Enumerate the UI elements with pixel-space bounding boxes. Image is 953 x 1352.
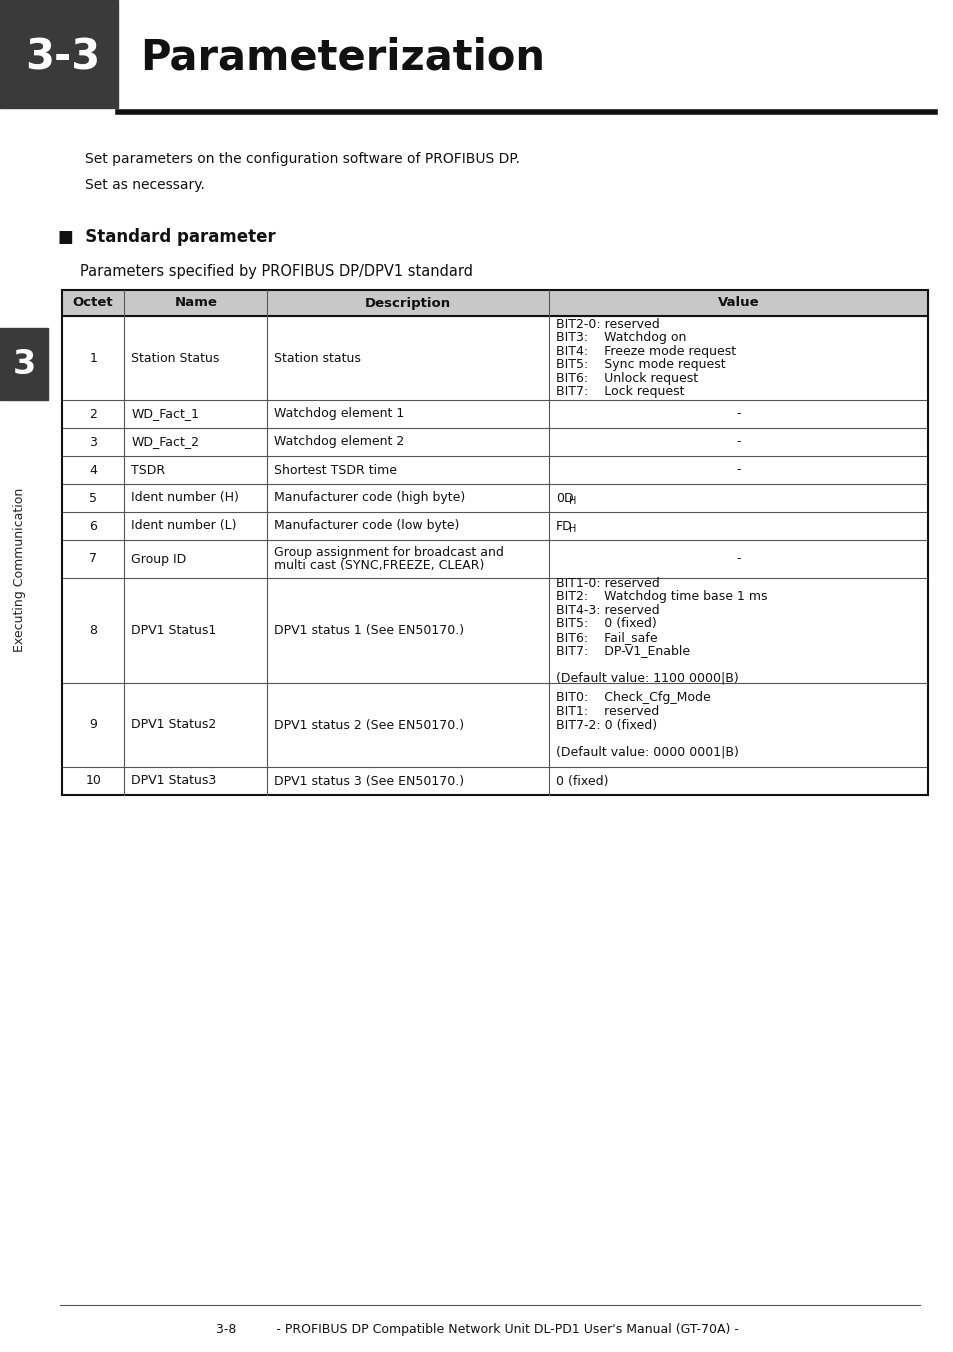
Text: -: - xyxy=(736,407,740,420)
Text: Set as necessary.: Set as necessary. xyxy=(85,178,205,192)
Text: Shortest TSDR time: Shortest TSDR time xyxy=(274,464,396,476)
Text: H: H xyxy=(568,525,576,534)
Text: DPV1 status 1 (See EN50170.): DPV1 status 1 (See EN50170.) xyxy=(274,625,464,637)
Text: 10: 10 xyxy=(85,775,101,787)
Text: BIT7-2: 0 (fixed): BIT7-2: 0 (fixed) xyxy=(555,718,656,731)
Text: TSDR: TSDR xyxy=(132,464,165,476)
Text: Station status: Station status xyxy=(274,352,361,365)
Text: BIT6:    Unlock request: BIT6: Unlock request xyxy=(555,372,697,385)
Text: Description: Description xyxy=(364,296,451,310)
Text: 1: 1 xyxy=(90,352,97,365)
Text: BIT0:    Check_Cfg_Mode: BIT0: Check_Cfg_Mode xyxy=(555,691,710,704)
Bar xyxy=(62,289,927,316)
Text: 2: 2 xyxy=(90,407,97,420)
Text: 0D: 0D xyxy=(555,492,573,504)
Text: 3-3: 3-3 xyxy=(26,37,100,78)
Text: Parameterization: Parameterization xyxy=(140,37,544,78)
Text: Octet: Octet xyxy=(72,296,113,310)
Text: 9: 9 xyxy=(90,718,97,731)
Text: multi cast (SYNC,FREEZE, CLEAR): multi cast (SYNC,FREEZE, CLEAR) xyxy=(274,560,484,572)
Text: DPV1 Status2: DPV1 Status2 xyxy=(132,718,216,731)
Text: Station Status: Station Status xyxy=(132,352,219,365)
Text: DPV1 status 2 (See EN50170.): DPV1 status 2 (See EN50170.) xyxy=(274,718,464,731)
Text: 6: 6 xyxy=(90,519,97,533)
Text: BIT2:    Watchdog time base 1 ms: BIT2: Watchdog time base 1 ms xyxy=(555,591,766,603)
Text: Value: Value xyxy=(717,296,759,310)
Text: -: - xyxy=(736,464,740,476)
Text: Set parameters on the configuration software of PROFIBUS DP.: Set parameters on the configuration soft… xyxy=(85,151,519,166)
Text: Ident number (H): Ident number (H) xyxy=(132,492,239,504)
Text: 7: 7 xyxy=(89,553,97,565)
Text: WD_Fact_1: WD_Fact_1 xyxy=(132,407,199,420)
Text: WD_Fact_2: WD_Fact_2 xyxy=(132,435,199,449)
Text: ■  Standard parameter: ■ Standard parameter xyxy=(58,228,275,246)
Text: Watchdog element 2: Watchdog element 2 xyxy=(274,435,404,449)
Text: (Default value: 0000 0001|B): (Default value: 0000 0001|B) xyxy=(555,745,738,758)
Text: 0 (fixed): 0 (fixed) xyxy=(555,775,608,787)
Text: BIT6:    Fail_safe: BIT6: Fail_safe xyxy=(555,631,657,644)
Text: BIT7:    DP-V1_Enable: BIT7: DP-V1_Enable xyxy=(555,645,689,657)
Text: Manufacturer code (high byte): Manufacturer code (high byte) xyxy=(274,492,465,504)
Text: -: - xyxy=(736,435,740,449)
Text: Group assignment for broadcast and: Group assignment for broadcast and xyxy=(274,546,503,558)
Text: BIT1:    reserved: BIT1: reserved xyxy=(555,704,659,718)
Text: BIT1-0: reserved: BIT1-0: reserved xyxy=(555,577,659,589)
Text: H: H xyxy=(568,496,576,506)
Text: 3-8          - PROFIBUS DP Compatible Network Unit DL-PD1 User's Manual (GT-70A): 3-8 - PROFIBUS DP Compatible Network Uni… xyxy=(215,1324,738,1337)
Text: DPV1 Status1: DPV1 Status1 xyxy=(132,625,216,637)
Text: FD: FD xyxy=(555,519,572,533)
Text: 4: 4 xyxy=(90,464,97,476)
Text: Ident number (L): Ident number (L) xyxy=(132,519,236,533)
Text: (Default value: 1100 0000|B): (Default value: 1100 0000|B) xyxy=(555,671,738,684)
Text: BIT5:    Sync mode request: BIT5: Sync mode request xyxy=(555,358,724,372)
Text: Manufacturer code (low byte): Manufacturer code (low byte) xyxy=(274,519,459,533)
Text: -: - xyxy=(736,553,740,565)
Bar xyxy=(0,329,48,400)
Text: 3: 3 xyxy=(90,435,97,449)
Text: DPV1 Status3: DPV1 Status3 xyxy=(132,775,216,787)
Text: 8: 8 xyxy=(89,625,97,637)
Text: BIT7:    Lock request: BIT7: Lock request xyxy=(555,385,683,399)
Text: BIT4:    Freeze mode request: BIT4: Freeze mode request xyxy=(555,345,735,358)
Bar xyxy=(0,0,118,108)
Text: 3: 3 xyxy=(12,347,35,380)
Text: BIT2-0: reserved: BIT2-0: reserved xyxy=(555,318,659,331)
Text: Executing Communication: Executing Communication xyxy=(13,488,27,652)
Text: BIT4-3: reserved: BIT4-3: reserved xyxy=(555,604,659,617)
Text: BIT5:    0 (fixed): BIT5: 0 (fixed) xyxy=(555,618,656,630)
Text: BIT3:    Watchdog on: BIT3: Watchdog on xyxy=(555,331,685,345)
Text: Name: Name xyxy=(174,296,217,310)
Text: DPV1 status 3 (See EN50170.): DPV1 status 3 (See EN50170.) xyxy=(274,775,464,787)
Text: 5: 5 xyxy=(89,492,97,504)
Text: Parameters specified by PROFIBUS DP/DPV1 standard: Parameters specified by PROFIBUS DP/DPV1… xyxy=(80,264,473,279)
Text: Group ID: Group ID xyxy=(132,553,187,565)
Text: Watchdog element 1: Watchdog element 1 xyxy=(274,407,404,420)
